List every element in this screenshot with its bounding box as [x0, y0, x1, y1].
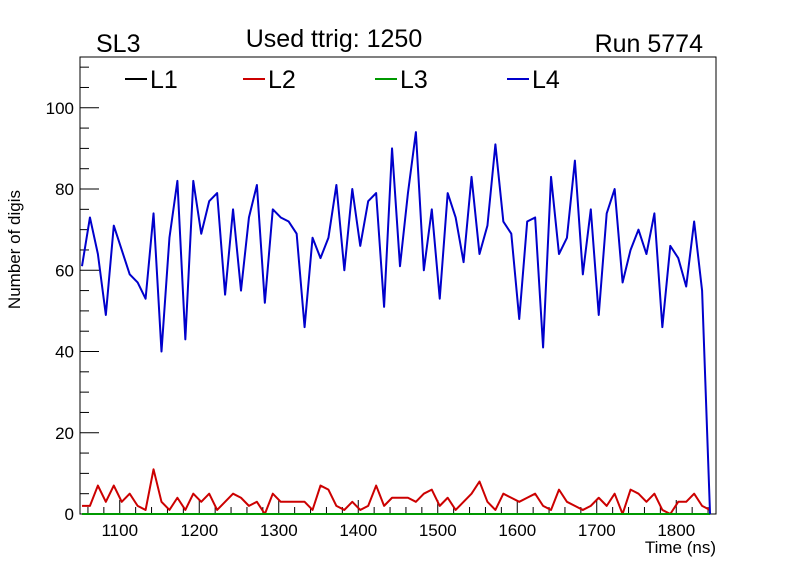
legend-label-l4: L4 [532, 66, 560, 94]
legend-label-l1: L1 [150, 66, 178, 94]
y-tick-label: 40 [55, 343, 74, 362]
x-tick-label: 1600 [498, 521, 536, 540]
y-tick-label: 80 [55, 180, 74, 199]
series-line-l4 [81, 131, 712, 515]
y-tick-label: 100 [46, 99, 74, 118]
legend-label-l2: L2 [268, 66, 296, 94]
series-line-l2 [81, 468, 711, 515]
x-tick-label: 1100 [101, 521, 138, 540]
axis-ticks: 1100 1200 1300 1400 1500 1600 1700 1800 0 20 40 60 8… [46, 66, 709, 540]
y-tick-label: 0 [65, 505, 74, 524]
chart-right-label: Run 5774 [595, 30, 704, 58]
chart-title: Used ttrig: 1250 [246, 25, 423, 53]
x-tick-label: 1200 [180, 521, 218, 540]
x-axis-label: Time (ns) [645, 538, 716, 557]
legend: L1 L2 L3 L4 [125, 66, 560, 94]
y-tick-label: 20 [55, 424, 74, 443]
series-layer [81, 131, 712, 515]
chart-left-label: SL3 [96, 30, 140, 58]
y-tick-label: 60 [55, 261, 74, 280]
x-tick-label: 1700 [578, 521, 616, 540]
legend-label-l3: L3 [400, 66, 428, 94]
x-tick-label: 1800 [657, 521, 695, 540]
y-axis-label: Number of digis [5, 190, 24, 309]
x-tick-label: 1400 [339, 521, 377, 540]
x-tick-label: 1300 [260, 521, 298, 540]
x-tick-label: 1500 [419, 521, 457, 540]
